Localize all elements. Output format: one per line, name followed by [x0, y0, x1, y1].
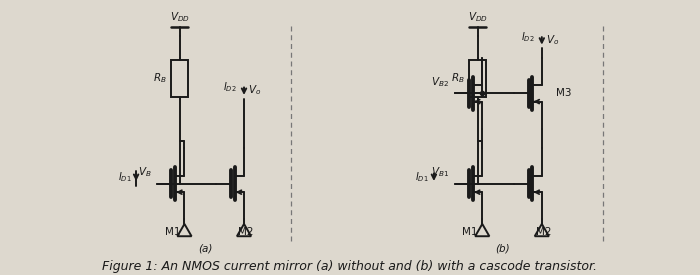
Text: $V_{B2}$: $V_{B2}$	[431, 75, 449, 89]
Text: M3: M3	[556, 88, 572, 98]
Bar	[469, 60, 486, 97]
Text: (b): (b)	[496, 244, 510, 254]
Text: (a): (a)	[198, 244, 213, 254]
Text: $V_B$: $V_B$	[138, 165, 151, 179]
Text: $I_{D1}$: $I_{D1}$	[118, 170, 132, 184]
Text: M2: M2	[239, 227, 254, 237]
Text: $V_{DD}$: $V_{DD}$	[170, 10, 190, 24]
Text: $V_{B1}$: $V_{B1}$	[431, 165, 449, 179]
Text: $V_{DD}$: $V_{DD}$	[468, 10, 488, 24]
Text: $R_B$: $R_B$	[451, 72, 465, 85]
Text: $V_o$: $V_o$	[248, 83, 261, 97]
Text: $I_{D2}$: $I_{D2}$	[521, 30, 534, 44]
Text: $I_{D2}$: $I_{D2}$	[223, 81, 237, 94]
Text: M2: M2	[536, 227, 552, 237]
Text: $R_B$: $R_B$	[153, 72, 167, 85]
Text: M1: M1	[164, 227, 180, 237]
Text: Figure 1: An NMOS current mirror (a) without and (b) with a cascode transistor.: Figure 1: An NMOS current mirror (a) wit…	[102, 260, 598, 273]
Text: $I_{D1}$: $I_{D1}$	[415, 170, 429, 184]
Text: M1: M1	[462, 227, 478, 237]
Text: $V_o$: $V_o$	[545, 33, 559, 46]
Bar	[172, 60, 188, 97]
